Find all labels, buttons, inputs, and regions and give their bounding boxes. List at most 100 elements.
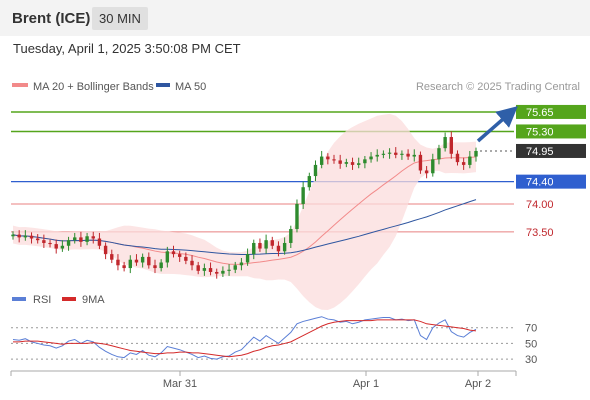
candle <box>73 232 77 244</box>
rsi-ma9-line <box>13 319 477 358</box>
time-tick-label: Mar 31 <box>163 378 197 390</box>
level-label-pivot: 74.40 <box>526 177 554 189</box>
candle <box>326 153 330 165</box>
candle <box>208 262 213 276</box>
candle <box>153 259 157 274</box>
candle <box>282 237 287 255</box>
candle <box>258 238 262 252</box>
candle <box>23 230 28 241</box>
candle <box>375 149 379 162</box>
candle <box>184 252 188 265</box>
candle <box>400 150 404 160</box>
candle <box>196 261 200 275</box>
candle <box>79 231 83 247</box>
candle <box>11 231 15 240</box>
candle <box>295 199 299 233</box>
candle <box>190 255 194 271</box>
candle <box>215 268 219 279</box>
candle <box>29 232 34 244</box>
level-label-support: 73.50 <box>526 227 554 239</box>
candle <box>369 152 373 163</box>
candle <box>227 264 231 276</box>
candle <box>289 225 293 248</box>
candle <box>313 160 318 182</box>
candle <box>103 242 108 260</box>
candle <box>147 252 151 269</box>
candle <box>35 234 40 244</box>
candle <box>357 157 361 169</box>
candle <box>363 155 367 169</box>
candle <box>418 151 423 174</box>
bollinger-band <box>13 113 476 310</box>
candle <box>239 258 244 271</box>
candle <box>116 254 120 271</box>
level-label-bg <box>516 174 586 189</box>
ma9-legend-swatch <box>62 297 76 301</box>
candle <box>406 149 410 160</box>
rsi-tick-label: 50 <box>525 338 537 350</box>
time-tick-label: Apr 2 <box>465 378 491 390</box>
rsi-line <box>12 316 477 360</box>
candle <box>412 149 416 162</box>
instrument-title: Brent (ICE) <box>12 10 91 27</box>
ma20-legend-swatch <box>12 83 28 87</box>
level-label-resistance: 75.30 <box>526 126 554 138</box>
candle <box>437 144 441 165</box>
rsi-tick-label: 70 <box>525 323 537 335</box>
candle <box>91 231 95 244</box>
candle <box>221 266 225 277</box>
rsi-legend-label: RSI <box>33 294 51 306</box>
candle <box>276 241 281 257</box>
candle <box>122 261 126 272</box>
candle <box>394 147 398 159</box>
research-credit: Research © 2025 Trading Central <box>416 81 580 93</box>
forecast-arrow <box>476 106 518 143</box>
candle <box>461 157 466 170</box>
rsi-tick-label: 30 <box>525 354 537 366</box>
ma50-legend-label: MA 50 <box>175 81 206 93</box>
level-label-resistance: 75.65 <box>526 107 554 119</box>
candle <box>443 132 447 152</box>
candle <box>66 236 71 251</box>
candle <box>97 232 102 250</box>
level-label-bg <box>516 104 586 119</box>
ma20-legend-label: MA 20 + Bollinger Bands <box>33 81 154 93</box>
chart-datetime: Tuesday, April 1, 2025 3:50:08 PM CET <box>13 41 241 56</box>
candle <box>110 249 114 264</box>
candle <box>177 250 182 262</box>
time-axis <box>10 370 517 376</box>
candle <box>134 254 139 266</box>
candle <box>252 239 256 260</box>
rsi-legend-swatch <box>12 297 26 301</box>
chart-header: Brent (ICE) 30 MIN <box>0 0 590 36</box>
level-label-bg <box>516 143 586 158</box>
candle <box>455 150 460 166</box>
candle <box>424 166 429 179</box>
candle <box>48 239 52 248</box>
rsi-legend: RSI 9MA <box>12 294 105 306</box>
candle <box>431 153 435 177</box>
time-tick-label: Apr 1 <box>353 378 379 390</box>
candle <box>171 245 176 258</box>
ma50-line <box>12 199 477 256</box>
candle <box>270 236 274 250</box>
candle <box>54 239 58 254</box>
price-legend: MA 20 + Bollinger Bands MA 50 Research ©… <box>12 81 580 93</box>
ma50-legend-swatch <box>156 83 170 87</box>
candle <box>165 246 170 268</box>
candle <box>245 248 250 266</box>
candle <box>264 234 268 254</box>
candle <box>350 157 355 170</box>
level-label-support: 74.00 <box>526 199 554 211</box>
level-label-bg <box>516 124 586 139</box>
candle <box>202 263 207 276</box>
candle <box>319 150 324 169</box>
candle <box>381 150 386 159</box>
ma9-legend-label: 9MA <box>82 294 105 306</box>
candle <box>60 240 65 252</box>
candle <box>233 261 237 274</box>
candle <box>449 131 454 159</box>
candle <box>387 148 392 159</box>
timeframe-button[interactable]: 30 MIN <box>92 7 148 30</box>
